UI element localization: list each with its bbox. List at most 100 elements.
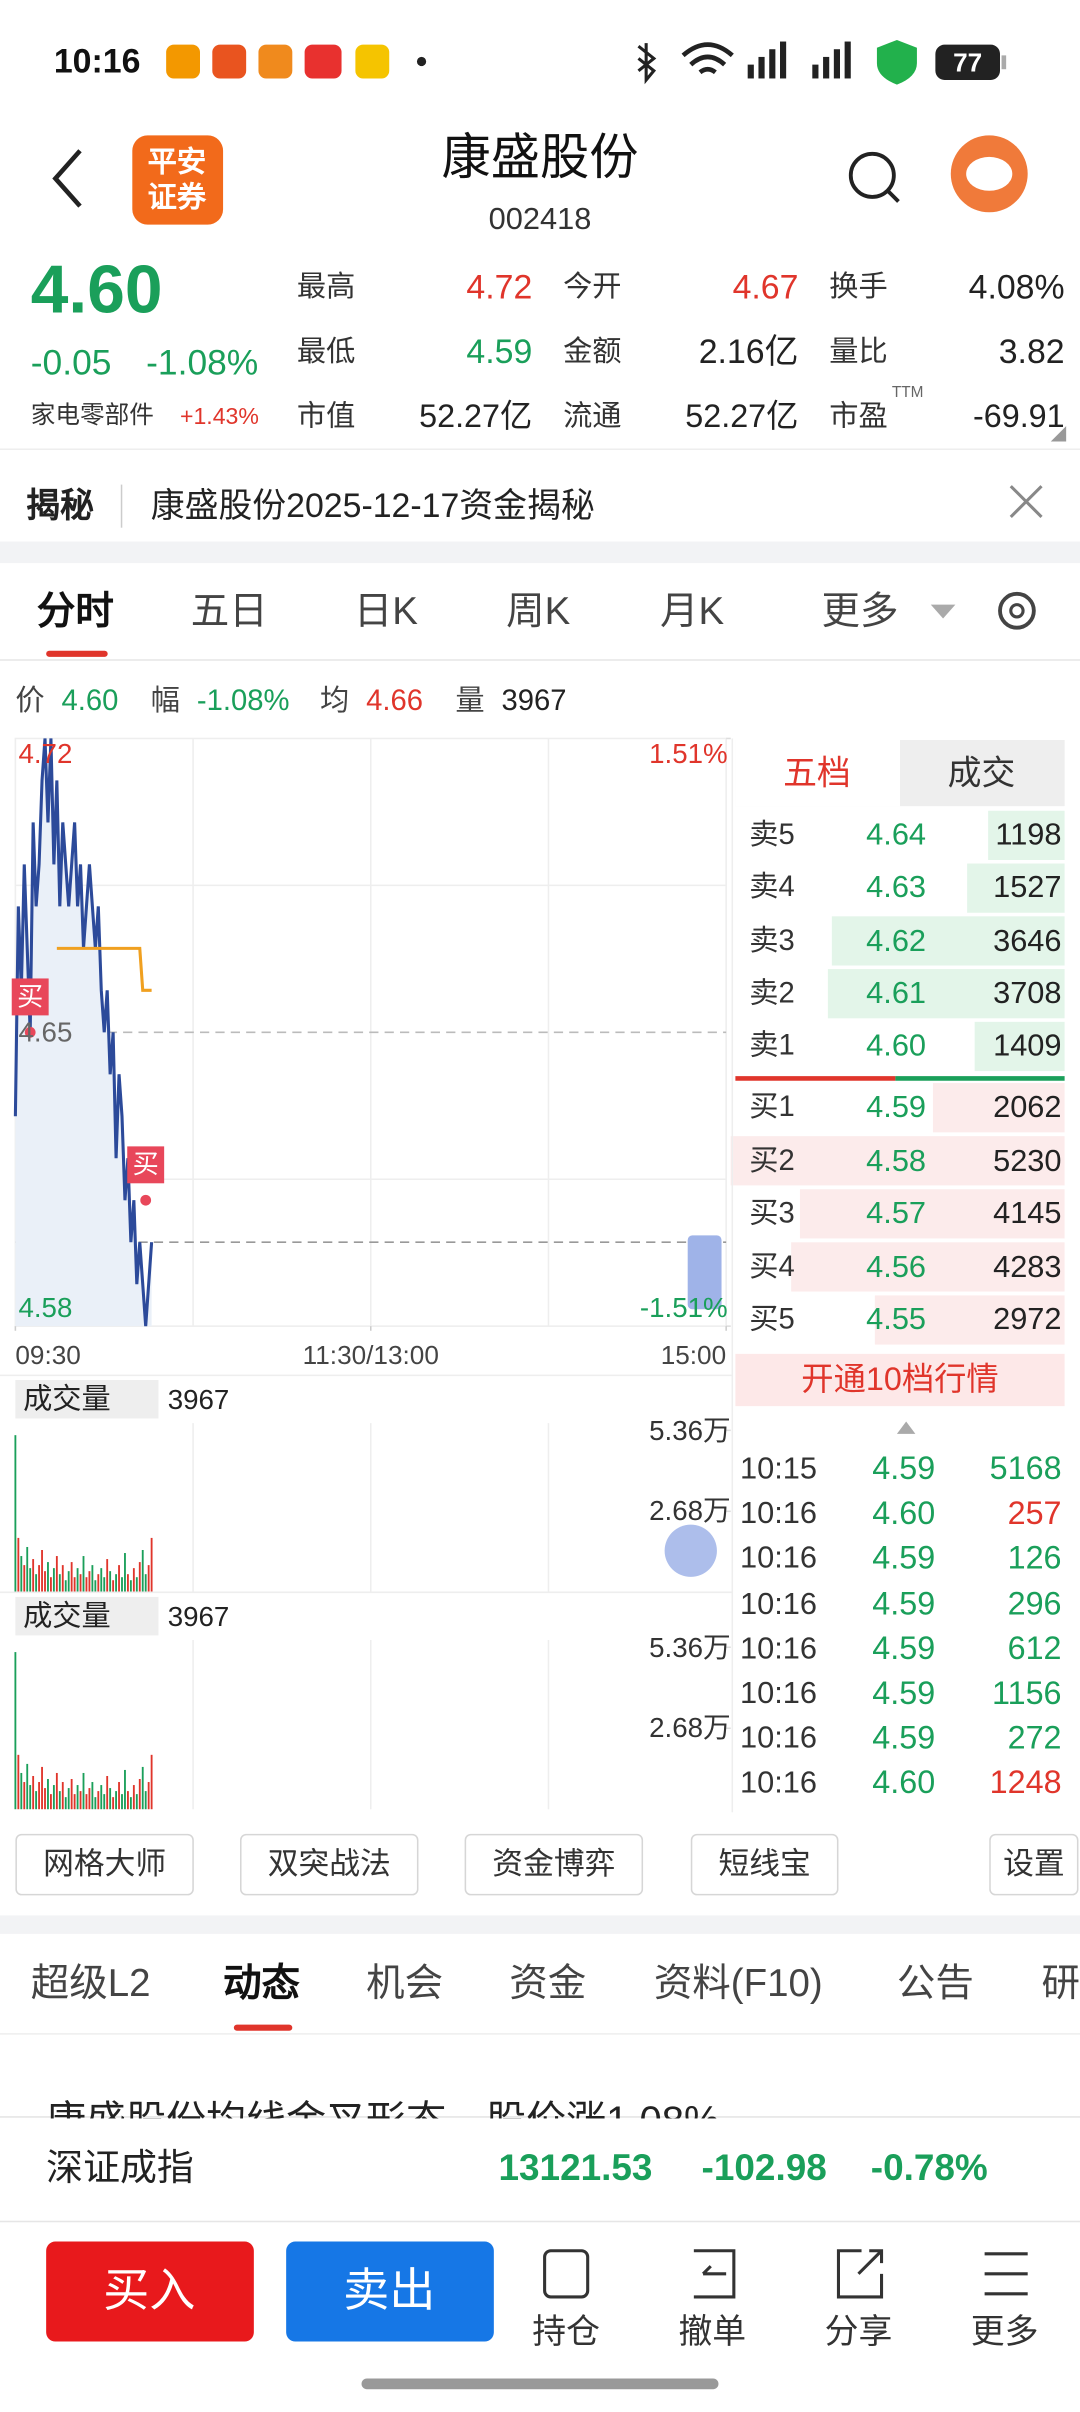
tool-button[interactable] — [464, 1833, 644, 1896]
close-button[interactable] — [1009, 485, 1043, 519]
volume-bar — [147, 1782, 150, 1810]
volume-bar — [73, 1794, 76, 1810]
back-button[interactable] — [52, 149, 82, 208]
volume-bar — [124, 1769, 126, 1810]
trade-marker-label: 买 — [17, 982, 44, 1012]
book-price: 4.63 — [866, 871, 927, 906]
fullscreen-button[interactable] — [664, 1524, 717, 1577]
tab-underline — [46, 650, 108, 657]
volume-bar — [100, 1568, 103, 1593]
trade-volume: 1248 — [989, 1765, 1062, 1802]
tool-label[interactable]: 短线宝 — [718, 1847, 811, 1882]
trade-volume: 1156 — [992, 1676, 1062, 1712]
search-button[interactable] — [848, 151, 896, 199]
depth-bar — [988, 810, 1065, 861]
action-label[interactable]: 撤单 — [678, 2312, 747, 2351]
volume-bar — [76, 1568, 79, 1593]
volume-bar — [35, 1791, 38, 1810]
scroll-handle[interactable] — [687, 1235, 722, 1310]
action-label[interactable]: 更多 — [970, 2312, 1039, 2351]
index-name[interactable]: 深证成指 — [46, 2147, 194, 2190]
book-volume: 3708 — [993, 976, 1062, 1011]
stat-value: 4.08% — [968, 267, 1065, 307]
volume-bar — [132, 1568, 135, 1593]
upgrade-button[interactable] — [735, 1353, 1065, 1407]
holdings-icon[interactable] — [543, 2249, 590, 2299]
book-volume: 3646 — [993, 923, 1062, 958]
tool-button[interactable] — [690, 1833, 839, 1896]
news-tab[interactable]: 机会 — [366, 1962, 444, 2006]
book-tab[interactable]: 成交 — [947, 753, 1016, 793]
chart-tab[interactable]: 分时 — [36, 590, 114, 634]
volume-bar — [17, 1754, 20, 1810]
tool-label[interactable]: 设置 — [1003, 1847, 1065, 1882]
stat-label: 最低 — [296, 336, 356, 369]
action-label[interactable]: 持仓 — [532, 2312, 601, 2351]
chart-tab[interactable]: 日K — [353, 590, 418, 634]
buy-label[interactable]: 买入 — [103, 2266, 196, 2317]
chart-tab[interactable]: 月K — [660, 590, 725, 634]
news-tab[interactable]: 资料(F10) — [653, 1962, 823, 2006]
stat-label: 今开 — [563, 271, 622, 304]
news-tab[interactable]: 资金 — [509, 1962, 587, 2006]
volume-bar — [82, 1772, 85, 1810]
dropdown-arrow[interactable] — [930, 604, 956, 619]
cancel-icon[interactable] — [693, 2249, 736, 2299]
volume-bar — [55, 1772, 58, 1810]
chart-tab[interactable]: 周K — [506, 590, 571, 634]
action-label[interactable]: 分享 — [824, 2312, 893, 2351]
book-label: 买2 — [749, 1144, 795, 1177]
stock-title: 康盛股份 — [441, 129, 639, 185]
tool-label[interactable]: 资金博弈 — [492, 1847, 616, 1882]
news-tab[interactable]: 公告 — [896, 1962, 974, 2006]
book-label: 买4 — [749, 1250, 795, 1284]
trade-marker — [11, 978, 49, 1016]
search-button[interactable] — [886, 189, 900, 203]
chart-tab[interactable]: 更多 — [821, 590, 899, 634]
tool-label[interactable]: 网格大师 — [43, 1847, 167, 1882]
news-tab[interactable]: 研 — [1041, 1962, 1080, 2006]
collapse-arrow[interactable] — [896, 1421, 916, 1434]
volume-bar — [150, 1754, 153, 1810]
news-tab[interactable]: 超级L2 — [30, 1962, 151, 2006]
tool-button[interactable] — [240, 1833, 419, 1896]
settings-button[interactable] — [998, 591, 1036, 630]
dot — [416, 56, 427, 67]
price-change: -0.05 — [30, 342, 112, 383]
trade-price: 4.59 — [872, 1541, 936, 1577]
news-tab[interactable]: 动态 — [223, 1962, 301, 2006]
book-price: 4.56 — [866, 1250, 927, 1284]
price-change-pct: -1.08% — [146, 342, 259, 383]
book-tab[interactable]: 五档 — [783, 753, 851, 793]
book-label: 卖5 — [749, 819, 795, 852]
sell-button[interactable] — [286, 2241, 494, 2342]
volume-label[interactable]: 成交量 — [23, 1383, 111, 1417]
y-tick-label: 4.72 — [18, 738, 73, 770]
more-icon[interactable] — [984, 2252, 1028, 2296]
notice-tag: 揭秘 — [26, 486, 94, 525]
sell-label[interactable]: 卖出 — [343, 2266, 436, 2317]
book-label: 卖2 — [749, 977, 795, 1010]
volume-bar — [129, 1580, 132, 1593]
volume-bar — [124, 1553, 126, 1593]
battery-level: 77 — [953, 48, 983, 78]
depth-bar — [967, 863, 1065, 913]
share-icon[interactable] — [836, 2249, 884, 2299]
stat-value: 52.27亿 — [685, 399, 799, 435]
buy-button[interactable] — [46, 2241, 254, 2342]
chart-tab[interactable]: 五日 — [190, 590, 268, 634]
volume-bar — [41, 1766, 43, 1810]
y-tick-label: 4.58 — [18, 1292, 73, 1324]
book-volume: 1198 — [995, 818, 1062, 853]
volume-label[interactable]: 成交量 — [23, 1600, 111, 1634]
volume-bar — [32, 1559, 35, 1593]
volume-bar — [138, 1562, 141, 1593]
notice-text[interactable]: 康盛股份2025-12-17资金揭秘 — [150, 486, 595, 525]
tool-label[interactable]: 双突战法 — [267, 1847, 391, 1882]
volume-bar — [100, 1785, 103, 1810]
tool-button[interactable] — [15, 1833, 194, 1896]
settings-button — [1009, 603, 1025, 619]
upgrade-text[interactable]: 开通10档行情 — [801, 1362, 999, 1398]
tool-button[interactable] — [989, 1833, 1079, 1896]
